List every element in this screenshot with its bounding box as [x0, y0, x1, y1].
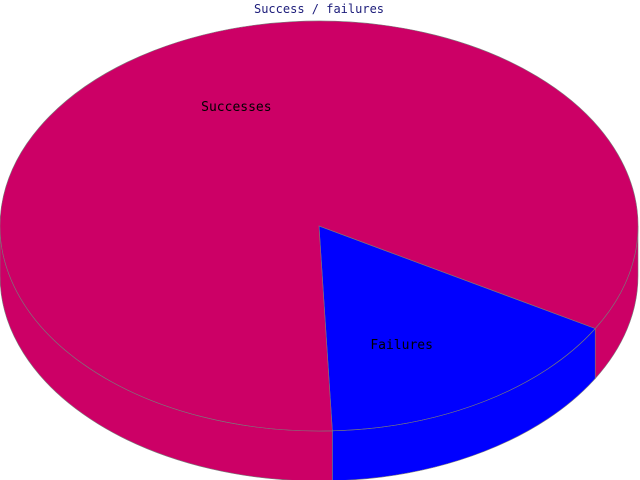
- pie-slice-failures: [318, 225, 596, 432]
- slice-label-successes: Successes: [201, 100, 271, 115]
- pie-slice-successes: [0, 20, 639, 432]
- slice-label-failures: Failures: [370, 338, 433, 353]
- chart-title: Success / failures: [254, 2, 384, 16]
